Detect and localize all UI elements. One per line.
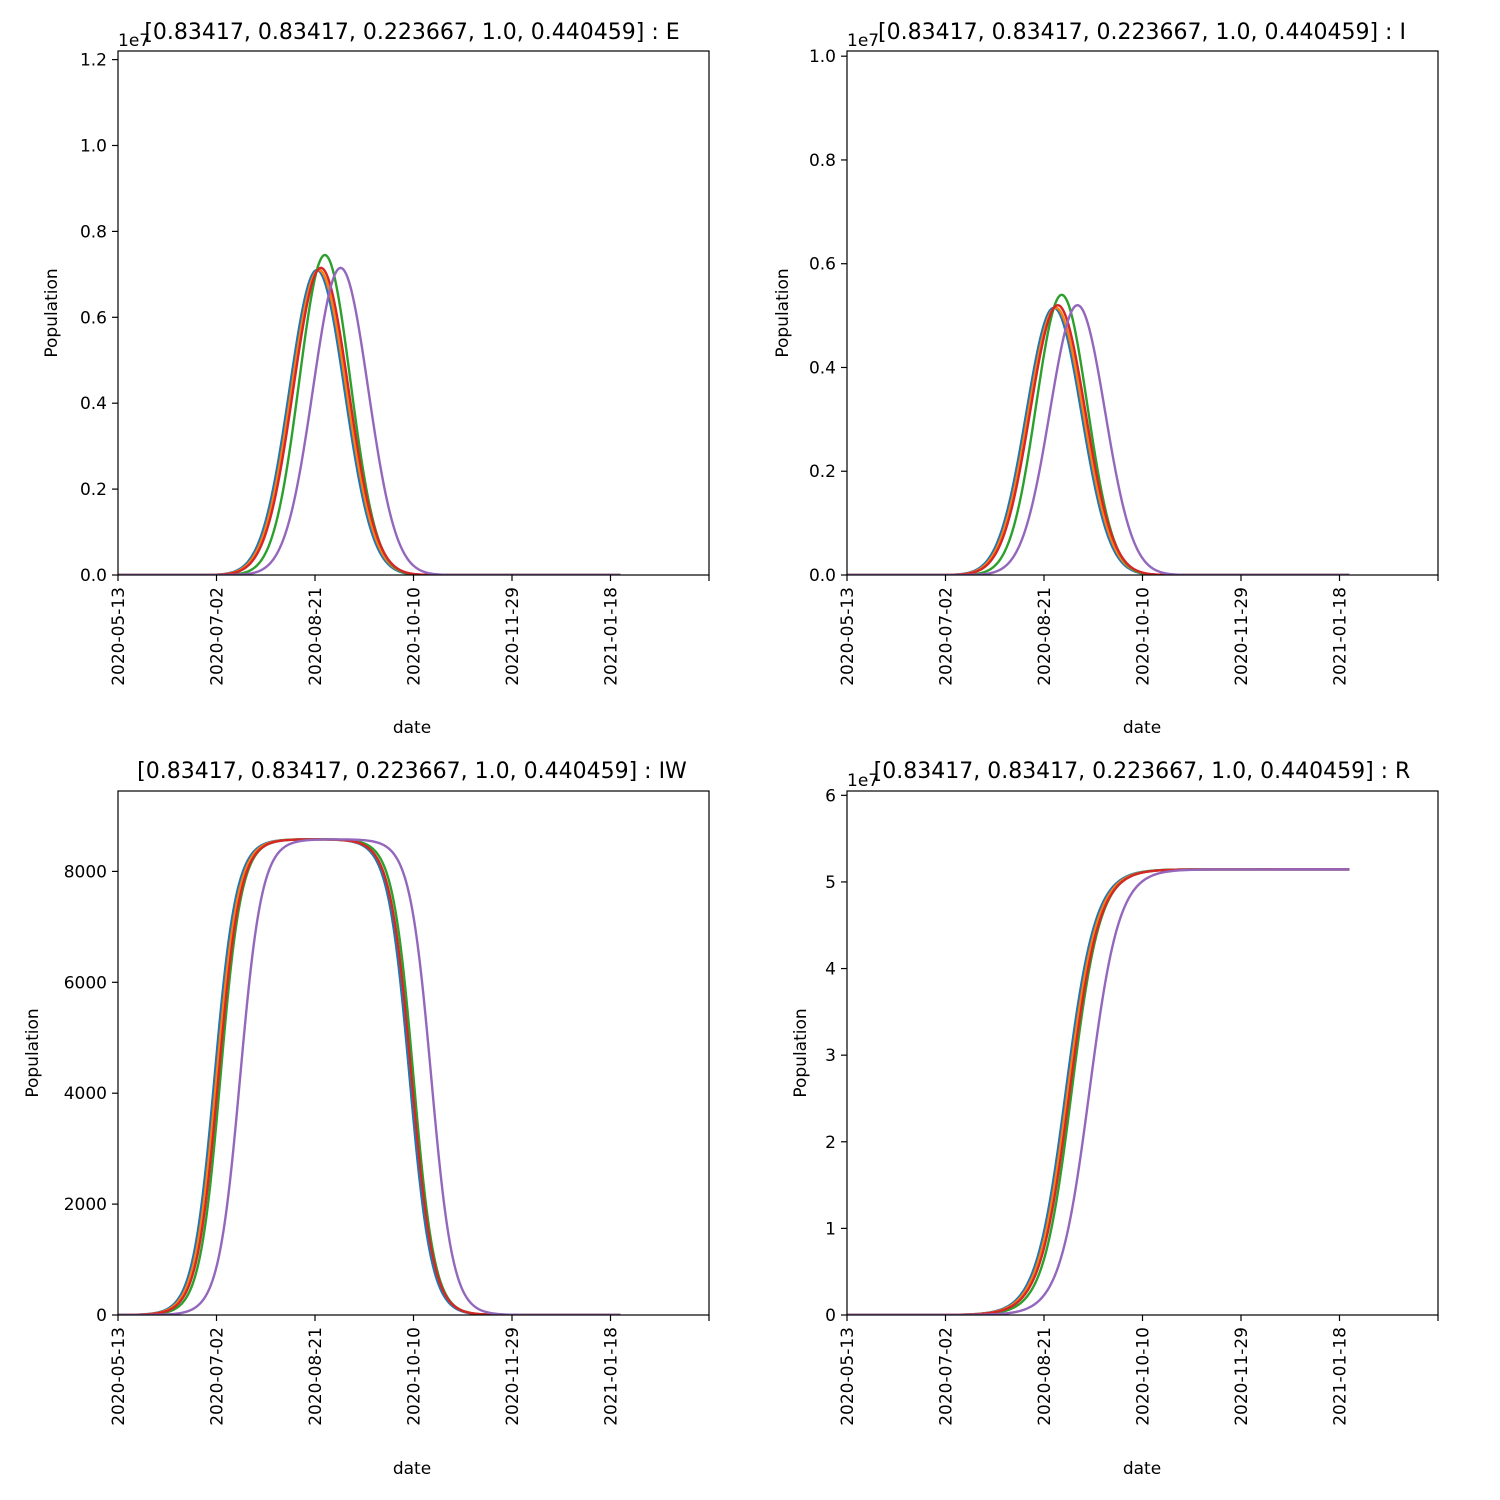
panel-2-series-line-4 (118, 838, 621, 1315)
panel-0-series-line-5 (118, 266, 621, 575)
panel-0-y-tick-label: 1.0 (80, 136, 107, 156)
panel-iw-plot: 0 2000 4000 6000 8000 2020-05-13 2020-07-02 202… (64, 790, 710, 1426)
panel-0-x-tick-label: 2020-08-21 (306, 587, 326, 686)
panel-3-y-tick-label: 0 (825, 1306, 836, 1326)
panel-1-x-tick-label: 2021-01-18 (1331, 587, 1351, 686)
panel-1-y-tick-label: 0.0 (809, 566, 836, 586)
panel-2-x-tick-label: 2020-10-10 (405, 1327, 425, 1426)
panel-i: [0.83417, 0.83417, 0.223667, 1.0, 0.4404… (773, 20, 1439, 738)
panel-2-y-tick-label: 6000 (64, 973, 107, 993)
panel-0-y-tick-label: 0.0 (80, 566, 107, 586)
panel-i-xlabel: date (1123, 718, 1161, 738)
panel-1-x-tick-label: 2020-07-02 (937, 587, 957, 686)
panel-r-plot: 0 1 2 3 4 5 6 2020-05-13 2020-07-02 2020-08-21 202… (825, 786, 1439, 1426)
panel-i-title: [0.83417, 0.83417, 0.223667, 1.0, 0.4404… (878, 20, 1406, 45)
panel-i-offset-label: 1e7 (847, 31, 879, 51)
panel-i-ylabel: Population (773, 268, 793, 357)
panel-1-y-tick-label: 0.2 (809, 462, 836, 482)
panel-0-x-tick-label: 2021-01-18 (602, 587, 622, 686)
panel-iw: [0.83417, 0.83417, 0.223667, 1.0, 0.4404… (23, 759, 710, 1479)
panel-1-y-tick-label: 0.6 (809, 255, 836, 275)
panel-2-y-tick-label: 4000 (64, 1084, 107, 1104)
panel-e-ylabel: Population (42, 268, 62, 357)
panel-1-x-tick-label: 2020-10-10 (1134, 587, 1154, 686)
panel-1-x-tick-label: 2020-11-29 (1232, 587, 1252, 686)
panel-iw-title: [0.83417, 0.83417, 0.223667, 1.0, 0.4404… (137, 759, 687, 784)
panel-2-x-tick-label: 2020-07-02 (208, 1327, 228, 1426)
panel-1-x-tick-label: 2020-08-21 (1035, 587, 1055, 686)
panel-0-x-tick-label: 2020-11-29 (503, 587, 523, 686)
panel-r-ylabel: Population (791, 1008, 811, 1097)
panel-0-y-tick-label: 0.4 (80, 394, 107, 414)
panel-2-x-tick-label: 2021-01-18 (602, 1327, 622, 1426)
panel-1-series-line-3 (847, 293, 1350, 575)
panel-e: [0.83417, 0.83417, 0.223667, 1.0, 0.4404… (42, 20, 710, 738)
panel-3-y-tick-label: 3 (825, 1046, 836, 1066)
panel-r: [0.83417, 0.83417, 0.223667, 1.0, 0.4404… (791, 759, 1439, 1479)
panel-1-y-tick-label: 0.8 (809, 151, 836, 171)
panel-iw-xlabel: date (393, 1459, 431, 1479)
panel-iw-ylabel: Population (23, 1008, 43, 1097)
panel-3-y-tick-label: 1 (825, 1219, 836, 1239)
panel-2-series-line-3 (118, 838, 621, 1315)
panel-i-plot: 0.0 0.2 0.4 0.6 0.8 1.0 2020-05-13 2020-07-02 20… (809, 47, 1439, 686)
panel-e-offset-label: 1e7 (118, 31, 150, 51)
panel-1-y-tick-label: 0.4 (809, 358, 836, 378)
panel-e-xlabel: date (393, 718, 431, 738)
panel-3-y-tick-label: 4 (825, 960, 836, 980)
panel-1-y-tick-label: 1.0 (809, 47, 836, 67)
panel-2-x-tick-label: 2020-11-29 (503, 1327, 523, 1426)
panel-2-y-tick-label: 0 (96, 1306, 107, 1326)
panel-0-x-tick-label: 2020-07-02 (208, 587, 228, 686)
panel-1-series-line-5 (847, 304, 1350, 575)
panel-r-offset-label: 1e7 (847, 771, 879, 791)
panel-3-x-tick-label: 2020-08-21 (1035, 1327, 1055, 1426)
panel-0-y-tick-label: 0.8 (80, 222, 107, 242)
panel-e-title: [0.83417, 0.83417, 0.223667, 1.0, 0.4404… (144, 20, 679, 45)
panel-3-x-tick-label: 2021-01-18 (1331, 1327, 1351, 1426)
panel-3-x-tick-label: 2020-11-29 (1232, 1327, 1252, 1426)
panel-3-x-tick-label: 2020-10-10 (1134, 1327, 1154, 1426)
panel-r-xlabel: date (1123, 1459, 1161, 1479)
panel-0-y-tick-label: 0.6 (80, 308, 107, 328)
panel-2-series-line-1 (118, 838, 621, 1315)
panel-r-title: [0.83417, 0.83417, 0.223667, 1.0, 0.4404… (874, 759, 1411, 784)
panel-0-x-tick-label: 2020-10-10 (405, 587, 425, 686)
panel-e-plot: 0.0 0.2 0.4 0.6 0.8 1.0 1.2 2020-05-13 2020-07-0… (80, 50, 710, 686)
panel-0-y-tick-label: 0.2 (80, 480, 107, 500)
panel-3-y-tick-label: 2 (825, 1133, 836, 1153)
panel-1-x-tick-label: 2020-05-13 (838, 587, 858, 686)
panel-0-x-tick-label: 2020-05-13 (109, 587, 129, 686)
panel-3-y-tick-label: 5 (825, 873, 836, 893)
panel-0-y-tick-label: 1.2 (80, 51, 107, 71)
panel-2-y-tick-label: 2000 (64, 1195, 107, 1215)
panel-2-x-tick-label: 2020-05-13 (109, 1327, 129, 1426)
panel-2-x-tick-label: 2020-08-21 (306, 1327, 326, 1426)
panel-3-y-tick-label: 6 (825, 786, 836, 806)
panel-2-y-tick-label: 8000 (64, 862, 107, 882)
panel-3-x-tick-label: 2020-05-13 (838, 1327, 858, 1426)
panel-3-x-tick-label: 2020-07-02 (937, 1327, 957, 1426)
